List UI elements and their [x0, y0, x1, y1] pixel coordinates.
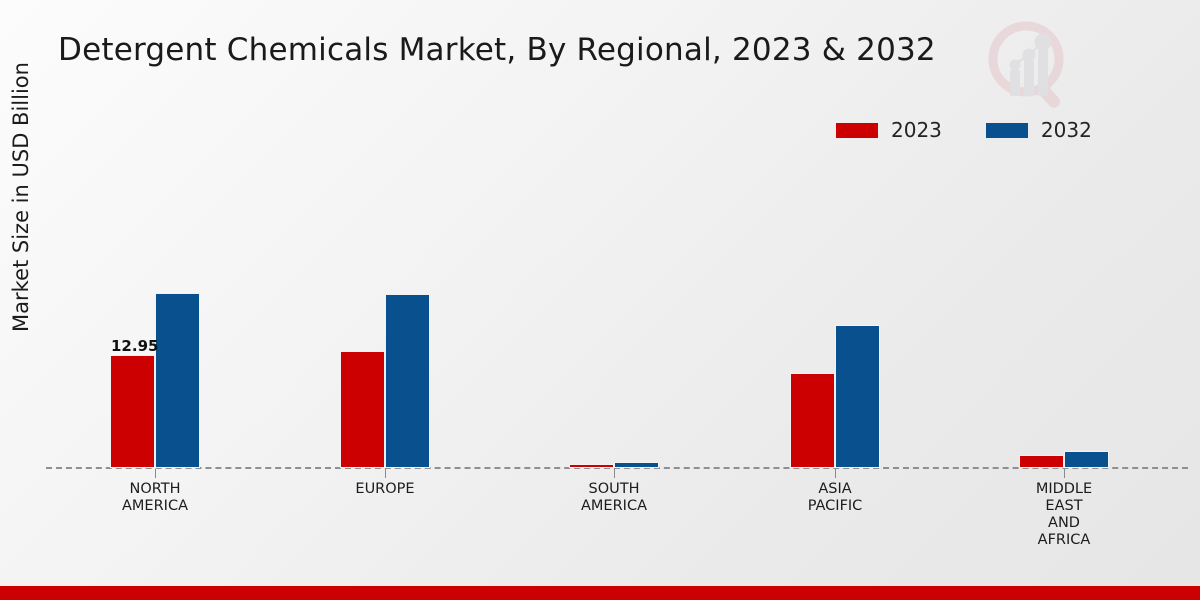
bar-middle-east-and-africa-2032[interactable]	[1064, 451, 1109, 468]
chart-legend: 2023 2032	[836, 120, 1092, 140]
legend-item-2032[interactable]: 2032	[985, 118, 1092, 142]
x-axis-label-north-america: NORTH AMERICA	[75, 481, 235, 515]
x-axis-label-south-america-line-2: AMERICA	[581, 498, 647, 514]
legend-label-2023: 2023	[891, 118, 942, 142]
x-axis-label-middle-east-and-africa: MIDDLE EAST AND AFRICA	[984, 481, 1144, 549]
bar-value-north-america-2023: 12.95	[111, 337, 159, 355]
legend-swatch-2023	[836, 122, 878, 138]
bar-south-america-2023[interactable]	[569, 464, 614, 468]
legend-item-2023[interactable]: 2023	[836, 120, 942, 140]
x-axis-tick-middle-east-and-africa	[1064, 469, 1065, 478]
legend-label-2032: 2032	[1040, 118, 1092, 142]
bar-europe-2032[interactable]	[385, 294, 430, 468]
legend-swatch-2032	[985, 122, 1028, 138]
bar-asia-pacific-2032[interactable]	[835, 325, 880, 468]
x-axis-tick-asia-pacific	[835, 469, 836, 478]
x-axis-label-europe-line-1: EUROPE	[355, 481, 415, 497]
x-axis-label-north-america-line-1: NORTH	[129, 481, 181, 497]
x-axis-tick-europe	[385, 469, 386, 478]
x-axis-label-asia-pacific-line-2: PACIFIC	[807, 498, 863, 514]
bar-south-america-2032[interactable]	[614, 462, 659, 468]
x-axis-label-europe: EUROPE	[305, 481, 465, 498]
page-title: Detergent Chemicals Market, By Regional,…	[58, 32, 936, 68]
footer-accent-bar	[0, 586, 1200, 600]
x-axis-label-middle-east-and-africa-line-2: EAST	[1045, 498, 1083, 514]
x-axis-label-middle-east-and-africa-line-1: MIDDLE	[1035, 481, 1093, 497]
x-axis-baseline	[46, 467, 1188, 469]
bar-asia-pacific-2023[interactable]	[790, 373, 835, 468]
bar-middle-east-and-africa-2023[interactable]	[1019, 455, 1064, 468]
bar-north-america-2023[interactable]	[110, 355, 155, 468]
bar-north-america-2032[interactable]	[155, 293, 200, 468]
x-axis-label-middle-east-and-africa-line-3: AND	[1048, 515, 1080, 531]
x-axis-label-middle-east-and-africa-line-4: AFRICA	[1037, 532, 1091, 548]
x-axis-label-asia-pacific: ASIA PACIFIC	[755, 481, 915, 515]
x-axis-label-asia-pacific-line-1: ASIA	[818, 481, 852, 497]
x-axis-label-south-america-line-1: SOUTH	[588, 481, 640, 497]
x-axis-label-south-america: SOUTH AMERICA	[534, 481, 694, 515]
bar-europe-2023[interactable]	[340, 351, 385, 468]
x-axis-label-north-america-line-2: AMERICA	[122, 498, 188, 514]
x-axis-tick-north-america	[155, 469, 156, 478]
x-axis-tick-south-america	[614, 469, 615, 478]
